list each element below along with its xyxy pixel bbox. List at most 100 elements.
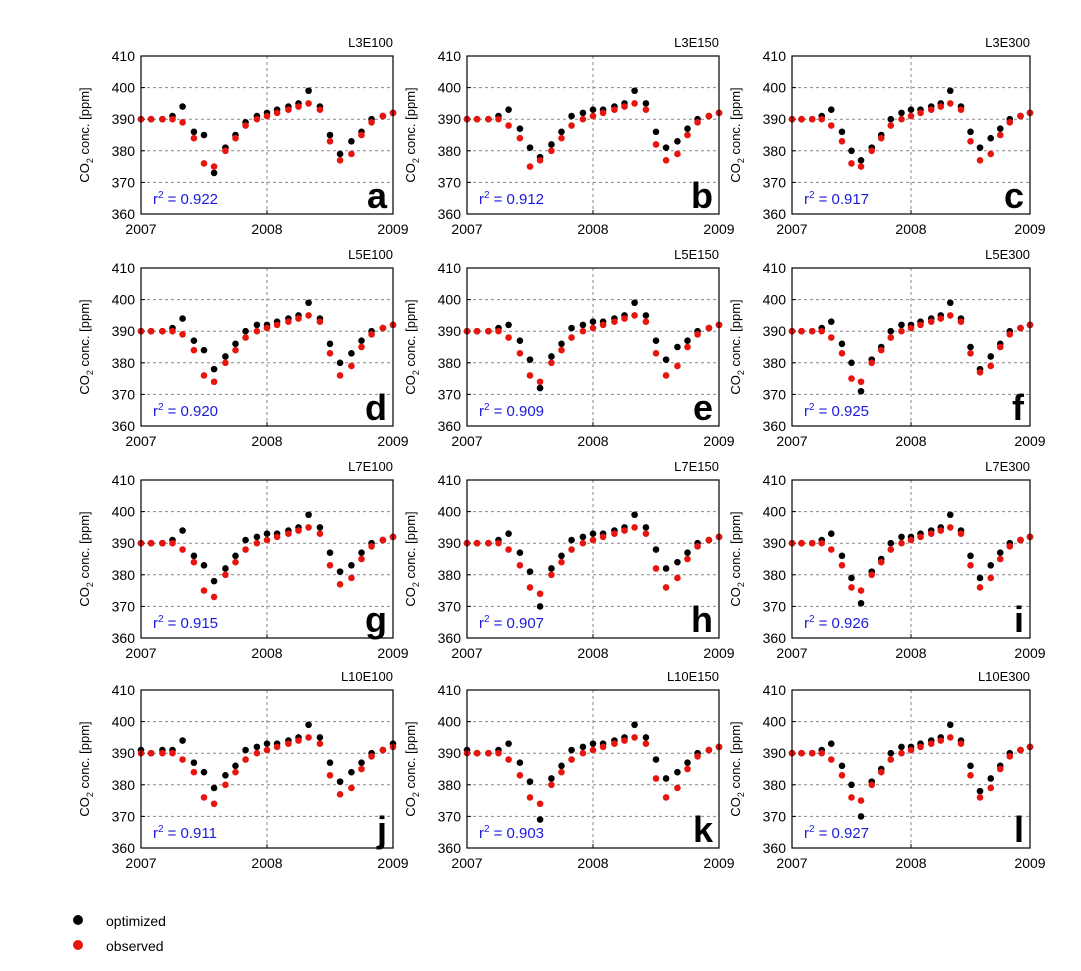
- data-point: [316, 740, 324, 748]
- data-point: [674, 784, 681, 792]
- legend-label: observed: [106, 938, 164, 954]
- data-point: [1006, 543, 1014, 550]
- data-point: [642, 740, 650, 748]
- data-point: [937, 315, 945, 322]
- y-tick-label: 390: [112, 745, 136, 761]
- data-point: [485, 539, 492, 547]
- plot-frame: [791, 689, 1031, 849]
- data-point: [200, 562, 208, 569]
- data-point: [536, 384, 544, 392]
- data-point: [927, 318, 935, 326]
- data-point: [379, 112, 387, 120]
- y-tick-label: 380: [763, 777, 787, 793]
- data-point: [200, 768, 208, 776]
- data-point: [368, 119, 375, 126]
- data-point: [263, 536, 271, 544]
- data-point: [305, 511, 312, 519]
- data-point: [305, 312, 312, 319]
- data-point: [305, 299, 312, 307]
- data-point: [662, 775, 670, 782]
- data-point: [838, 340, 846, 348]
- y-label-sub: 2: [85, 370, 95, 375]
- y-axis-label: CO2 conc. [ppm]: [77, 721, 95, 816]
- y-label-main: CO: [403, 797, 418, 817]
- data-point: [473, 539, 481, 547]
- y-tick-label: 380: [438, 567, 462, 583]
- data-point: [589, 740, 597, 748]
- data-point: [548, 565, 555, 572]
- r-value: = 0.915: [168, 615, 218, 632]
- data-point: [273, 109, 281, 117]
- data-point: [558, 340, 565, 348]
- r-power: 2: [158, 614, 164, 625]
- data-point: [495, 327, 502, 335]
- data-point: [505, 740, 512, 748]
- r-power: 2: [158, 824, 164, 835]
- data-point: [179, 103, 186, 110]
- y-label-sub: 2: [736, 582, 746, 587]
- data-point: [996, 343, 1004, 351]
- data-point: [838, 762, 846, 770]
- r-power: 2: [484, 824, 490, 835]
- data-point: [305, 524, 312, 531]
- data-point: [526, 163, 534, 170]
- r-squared: r2 = 0.925: [804, 402, 869, 420]
- data-point: [996, 131, 1004, 139]
- y-tick-label: 360: [112, 418, 136, 434]
- r-value: = 0.922: [168, 191, 218, 208]
- data-point: [316, 530, 324, 538]
- data-point: [798, 327, 805, 335]
- x-tick-label: 2009: [703, 645, 734, 661]
- y-tick-label: 370: [438, 174, 462, 190]
- data-point: [263, 112, 271, 120]
- data-point: [976, 156, 984, 164]
- data-point: [568, 122, 575, 129]
- data-point: [694, 543, 701, 550]
- data-point: [642, 312, 650, 319]
- data-point: [976, 368, 984, 376]
- data-point: [684, 759, 691, 766]
- data-point: [976, 584, 984, 591]
- data-point: [907, 746, 915, 754]
- data-point: [976, 144, 984, 151]
- y-tick-label: 410: [438, 682, 462, 698]
- data-point: [857, 156, 865, 164]
- r-squared: r2 = 0.909: [479, 402, 544, 420]
- r-value: = 0.912: [494, 191, 544, 208]
- data-point: [379, 746, 387, 754]
- y-tick-label: 410: [763, 682, 787, 698]
- data-point: [808, 327, 816, 335]
- data-point: [662, 372, 670, 379]
- x-tick-label: 2008: [577, 645, 608, 661]
- data-point: [273, 743, 281, 751]
- data-point: [946, 511, 954, 519]
- y-tick-label: 390: [112, 323, 136, 339]
- data-point: [987, 362, 995, 370]
- data-point: [358, 343, 365, 351]
- data-point: [898, 539, 905, 547]
- x-tick-label: 2008: [895, 433, 926, 449]
- data-point: [611, 740, 618, 748]
- data-point: [838, 138, 846, 145]
- data-point: [579, 749, 587, 757]
- plot-frame: [140, 689, 394, 849]
- y-tick-label: 410: [112, 472, 136, 488]
- data-point: [674, 768, 681, 776]
- data-point: [987, 784, 995, 792]
- data-point: [848, 574, 855, 582]
- data-point: [200, 587, 208, 594]
- data-point: [285, 740, 292, 748]
- data-point: [305, 734, 312, 741]
- data-point: [336, 778, 344, 785]
- r-squared: r2 = 0.911: [153, 824, 217, 842]
- data-point: [263, 530, 271, 538]
- data-point: [473, 327, 481, 335]
- data-point: [957, 318, 965, 326]
- x-tick-label: 2008: [895, 645, 926, 661]
- y-label-rest: conc. [ppm]: [77, 721, 92, 792]
- data-point: [558, 558, 565, 566]
- y-tick-label: 390: [763, 745, 787, 761]
- data-point: [848, 794, 855, 801]
